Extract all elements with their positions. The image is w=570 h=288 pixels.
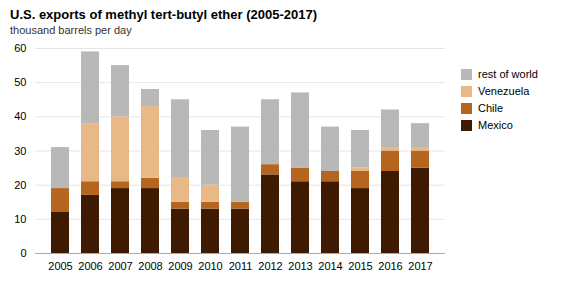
svg-text:10: 10 [14, 213, 26, 225]
svg-text:2008: 2008 [138, 260, 162, 272]
svg-text:2014: 2014 [318, 260, 342, 272]
html-text:Chile: Chile [478, 102, 504, 114]
svg-text:2007: 2007 [108, 260, 132, 272]
svg-text:2006: 2006 [78, 260, 102, 272]
svg-text:2012: 2012 [258, 260, 282, 272]
svg-text:2016: 2016 [378, 260, 402, 272]
svg-text:0: 0 [20, 247, 26, 259]
svg-text:30: 30 [14, 145, 26, 157]
html-text:Mexico: Mexico [478, 119, 513, 131]
svg-text:2017: 2017 [408, 260, 432, 272]
svg-text:60: 60 [14, 42, 26, 54]
svg-text:2015: 2015 [348, 260, 372, 272]
svg-text:40: 40 [14, 110, 26, 122]
html-text:Venezuela: Venezuela [478, 85, 530, 97]
html-text:rest of world: rest of world [478, 68, 538, 80]
svg-text:2013: 2013 [288, 260, 312, 272]
svg-text:20: 20 [14, 179, 26, 191]
svg-text:2009: 2009 [168, 260, 192, 272]
html-text:U.S. exports of methyl tert-bu: U.S. exports of methyl tert-butyl ether … [10, 7, 317, 22]
svg-text:50: 50 [14, 76, 26, 88]
svg-text:2010: 2010 [198, 260, 222, 272]
svg-text:2005: 2005 [48, 260, 72, 272]
svg-text:2011: 2011 [229, 260, 253, 272]
html-text:thousand barrels per day: thousand barrels per day [10, 24, 132, 36]
